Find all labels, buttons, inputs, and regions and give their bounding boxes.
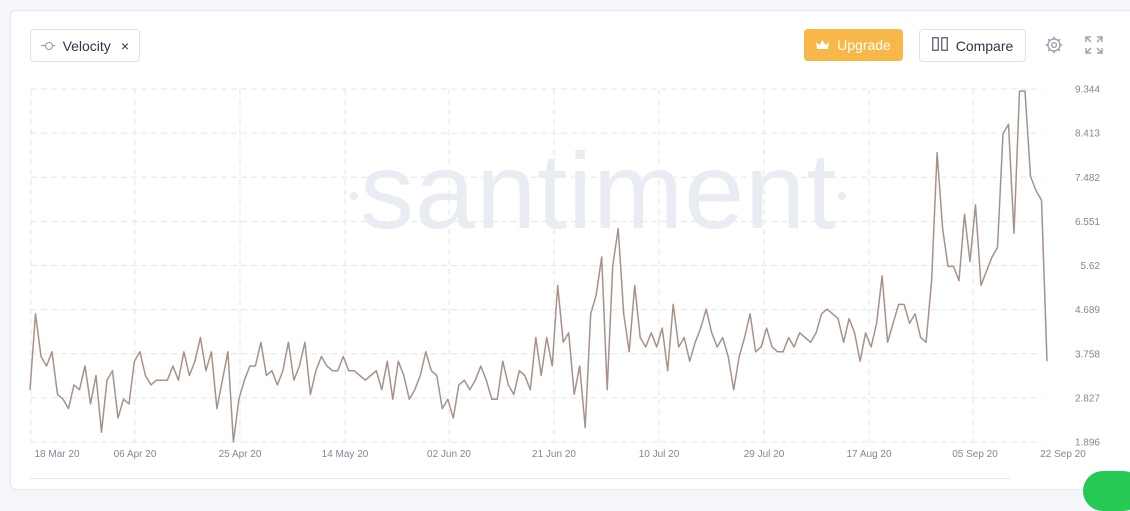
chart-grid	[30, 88, 1042, 443]
watermark-dot-left	[350, 192, 358, 200]
y-tick-label: 3.758	[1075, 349, 1100, 360]
y-axis-ticks: 9.344 8.413 7.482 6.551 5.62 4.689 3.758 2.827 1…	[1075, 85, 1100, 449]
y-tick-label: 4.689	[1075, 305, 1100, 316]
timeline-strip	[30, 478, 1010, 489]
y-tick-label: 9.344	[1075, 85, 1100, 96]
x-axis-ticks: 18 Mar 20 06 Apr 20 25 Apr 20 14 May 20 02 J…	[34, 449, 1086, 460]
y-tick-label: 5.62	[1081, 261, 1101, 272]
x-tick-label: 21 Jun 20	[532, 449, 576, 460]
columns-icon	[931, 37, 948, 54]
x-tick-label: 02 Jun 20	[427, 449, 471, 460]
compare-label: Compare	[955, 37, 1014, 54]
compare-button[interactable]: Compare	[919, 29, 1026, 62]
velocity-series-line	[29, 90, 1048, 443]
crown-icon	[816, 40, 830, 50]
line-marker-icon	[41, 41, 55, 51]
x-tick-label: 14 May 20	[322, 449, 369, 460]
remove-metric-icon[interactable]: ×	[120, 37, 129, 54]
x-tick-label: 29 Jul 20	[744, 449, 785, 460]
x-tick-label: 22 Sep 20	[1040, 449, 1086, 460]
chart-panel	[10, 10, 1130, 490]
y-tick-label: 6.551	[1075, 217, 1100, 228]
santiment-watermark: santiment	[360, 130, 837, 251]
expand-icon[interactable]	[1085, 36, 1103, 54]
metric-chip-velocity[interactable]: Velocity ×	[30, 29, 140, 62]
x-tick-label: 18 Mar 20	[34, 449, 79, 460]
upgrade-label: Upgrade	[837, 37, 891, 53]
y-tick-label: 7.482	[1075, 173, 1100, 184]
x-tick-label: 06 Apr 20	[114, 449, 157, 460]
y-tick-label: 1.896	[1075, 438, 1100, 449]
x-tick-label: 25 Apr 20	[219, 449, 262, 460]
x-tick-label: 10 Jul 20	[639, 449, 680, 460]
y-tick-label: 2.827	[1075, 393, 1100, 404]
gear-icon[interactable]	[1045, 36, 1063, 54]
x-tick-label: 05 Sep 20	[952, 449, 998, 460]
velocity-chart: santiment 9.344 8.413 7.482 6.551 5.62 4.689 3…	[29, 85, 1100, 460]
upgrade-button[interactable]: Upgrade	[804, 29, 903, 61]
y-tick-label: 8.413	[1075, 129, 1100, 140]
x-tick-label: 17 Aug 20	[846, 449, 891, 460]
metric-label: Velocity	[62, 37, 111, 54]
watermark-dot-right	[838, 192, 846, 200]
help-chat-button[interactable]	[1083, 471, 1130, 511]
